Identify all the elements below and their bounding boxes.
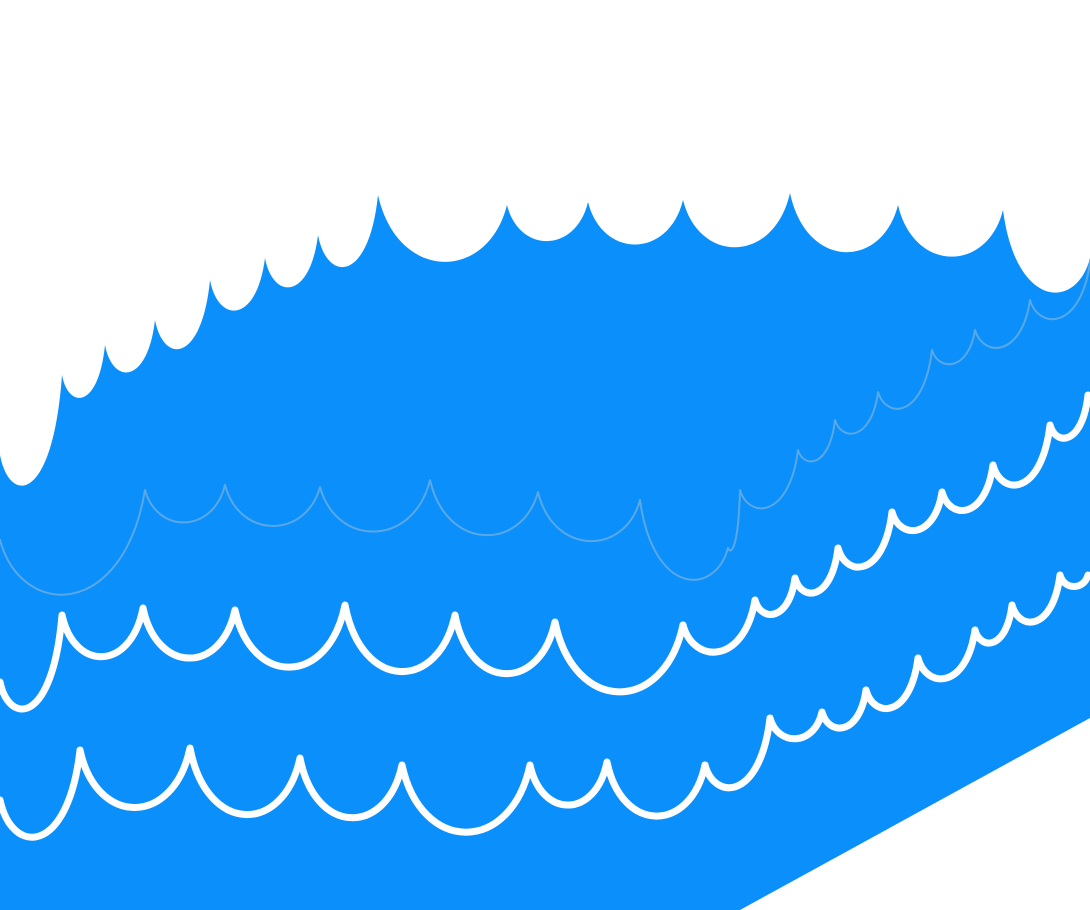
wave-line-1-front — [0, 601, 687, 713]
wave-line-2-front — [0, 744, 709, 841]
wave-line-faint-front — [0, 479, 729, 596]
water-body — [0, 193, 1090, 910]
wave-line-1-side — [679, 391, 1090, 656]
wave-lines — [0, 261, 1090, 841]
wave-line-2-side — [701, 571, 1090, 792]
wave-line-faint-side — [727, 261, 1090, 552]
